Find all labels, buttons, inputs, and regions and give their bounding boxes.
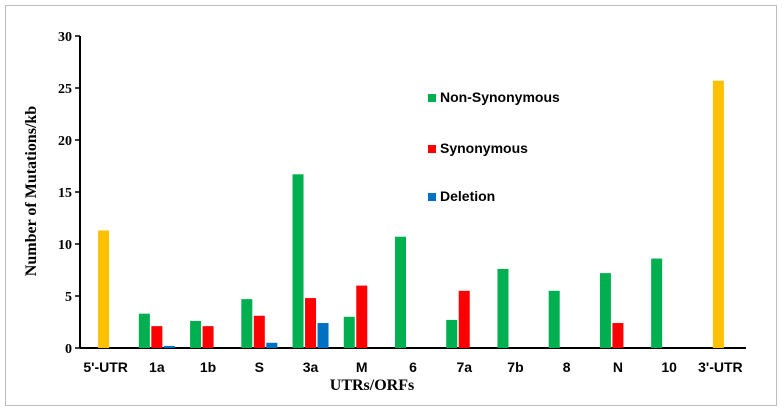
x-tick-label: S [255, 359, 264, 375]
x-tick-label: 3a [303, 359, 319, 375]
x-tick-label: 1a [149, 359, 165, 375]
bar [202, 326, 214, 348]
bar [651, 258, 663, 348]
bar [151, 326, 163, 348]
x-tick-label: 6 [409, 359, 417, 375]
bar [305, 298, 317, 348]
legend-swatch [428, 94, 436, 102]
legend-label: Synonymous [440, 140, 528, 156]
y-tick-label: 15 [58, 186, 72, 201]
x-tick-label: 10 [661, 359, 677, 375]
bars [98, 80, 724, 348]
bar [292, 174, 304, 348]
x-tick-label: M [356, 359, 368, 375]
bar [458, 290, 470, 348]
x-tick-label: 5'-UTR [83, 359, 128, 375]
x-axis-title: UTRs/ORFs [330, 377, 414, 394]
x-tick-label: 1b [200, 359, 216, 375]
chart-frame [5, 5, 777, 406]
y-tick-label: 30 [58, 30, 72, 45]
bar [356, 285, 368, 348]
legend: Non-Synonymous Synonymous Deletion [428, 89, 560, 204]
x-tick-label: 3'-UTR [698, 359, 743, 375]
y-axis-title: Number of Mutations/kb [23, 106, 40, 276]
x-tick-label: 7b [507, 359, 523, 375]
bar [138, 313, 150, 348]
bar [317, 323, 329, 348]
bar [241, 299, 253, 348]
x-tick-label: 8 [563, 359, 571, 375]
bar [266, 342, 278, 348]
bar [712, 80, 724, 348]
bar [612, 323, 624, 348]
bar [163, 345, 175, 348]
bar [446, 319, 458, 348]
y-tick-label: 10 [58, 238, 72, 253]
tick-labels: 0 5 10 15 20 25 30 5'-UTR 1a 1b S 3a M 6 7a 7b 8 N 10 3'-UT… [58, 30, 743, 375]
legend-label: Non-Synonymous [440, 89, 560, 105]
y-tick-label: 25 [58, 82, 72, 97]
bar [98, 230, 110, 348]
bar [599, 273, 611, 348]
axes [75, 35, 746, 349]
bar [548, 290, 560, 348]
legend-label: Deletion [440, 188, 495, 204]
legend-swatch [428, 193, 436, 201]
bar [253, 315, 265, 348]
x-tick-label: N [613, 359, 623, 375]
bar [395, 236, 406, 348]
bar [497, 268, 509, 348]
bar [190, 320, 202, 348]
x-tick-label: 7a [456, 359, 472, 375]
y-tick-label: 0 [65, 342, 72, 357]
y-tick-label: 20 [58, 134, 72, 149]
legend-swatch [428, 145, 436, 153]
y-tick-label: 5 [65, 290, 72, 305]
bar [343, 316, 355, 348]
